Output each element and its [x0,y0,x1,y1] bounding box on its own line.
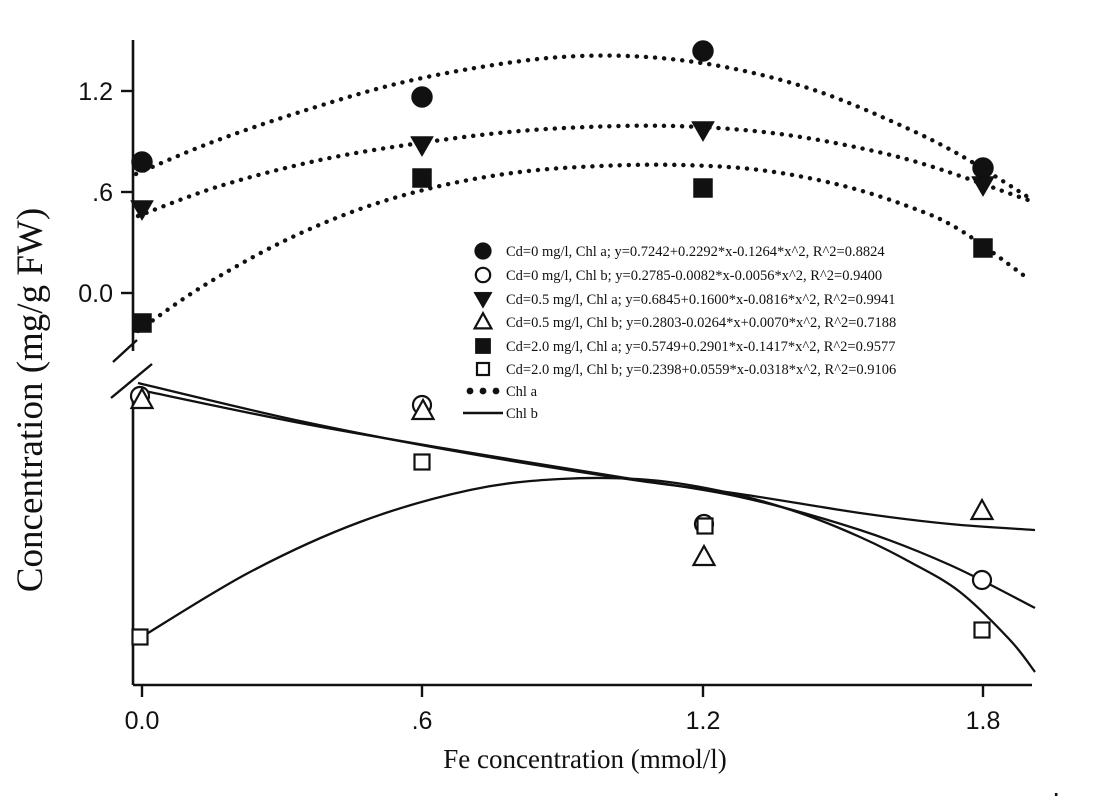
legend-label: Cd=0.5 mg/l, Chl b; y=0.2803-0.0264*x+0.… [506,315,896,331]
marker-triangle-down [130,200,154,222]
legend-label: Chl b [506,406,538,422]
fit-curve-chl-b-triangle [137,381,1036,532]
marker-square [412,168,432,188]
marker-circle [411,86,433,108]
y-axis-break-slash [112,339,138,363]
marker-circle [474,242,492,260]
marker-circle-open [971,569,993,591]
y-axis-title: Concentration (mg/g FW) [10,208,51,592]
marker-triangle-down [691,121,715,143]
y-tick-label: 1.2 [78,78,113,106]
data-markers-layer [129,40,995,646]
legend-label: Cd=0.5 mg/l, Chl a; y=0.6845+0.1600*x-0.… [506,292,896,308]
axes-layer: 1.2 .6 0.0 0.0 .6 1.2 1.8 ․ [78,40,1060,802]
fit-curve-chl-b-circle [139,388,1036,610]
marker-square [132,313,152,333]
marker-triangle-open [129,386,155,410]
marker-square [973,238,993,258]
legend: Cd=0 mg/l, Chl a; y=0.7242+0.2292*x-0.12… [463,242,896,422]
legend-label: Cd=2.0 mg/l, Chl a; y=0.5749+0.2901*x-0.… [506,339,896,355]
marker-triangle-open [410,397,436,421]
marker-triangle-down [410,136,434,158]
marker-square [475,338,491,354]
smudge-artifact: ․ [1052,774,1060,802]
legend-dotted-line-sample [492,387,500,395]
marker-square-open [475,361,491,377]
marker-square-open [131,628,149,646]
x-tick-label: 1.2 [686,707,721,735]
y-tick-label: 0.0 [78,280,113,308]
legend-label: Cd=0 mg/l, Chl a; y=0.7242+0.2292*x-0.12… [506,244,885,260]
marker-triangle-down [971,176,995,198]
x-axis-title: Fe concentration (mmol/l) [443,744,726,774]
marker-circle [692,40,714,62]
x-tick-label: 1.8 [966,707,1001,735]
fit-curve-chl-a-triangle [135,123,1031,219]
marker-square [693,178,713,198]
legend-dotted-line-sample [466,387,474,395]
legend-label: Cd=0 mg/l, Chl b; y=0.2785-0.0082*x-0.00… [506,268,882,284]
marker-circle-open [474,266,492,284]
y-axis-break-slash [110,363,153,399]
marker-circle [972,157,994,179]
marker-square-open [413,453,431,471]
marker-square-open [973,621,991,639]
legend-label: Cd=2.0 mg/l, Chl b; y=0.2398+0.0559*x-0.… [506,362,896,378]
x-tick-label: 0.0 [125,707,160,735]
legend-label: Chl a [506,384,538,400]
x-tick-label: .6 [412,707,433,735]
fit-curve-chl-b-square [139,476,1036,673]
fit-curves-layer [133,53,1036,673]
fit-curve-chl-a-circle [133,53,1031,200]
marker-triangle-down [473,291,493,309]
marker-square-open [696,517,714,535]
marker-triangle-open [472,310,494,330]
legend-dotted-line-sample [479,387,487,395]
marker-circle [131,151,153,173]
y-tick-label: .6 [92,179,113,207]
marker-triangle-open [691,543,717,567]
marker-triangle-open [969,497,995,521]
